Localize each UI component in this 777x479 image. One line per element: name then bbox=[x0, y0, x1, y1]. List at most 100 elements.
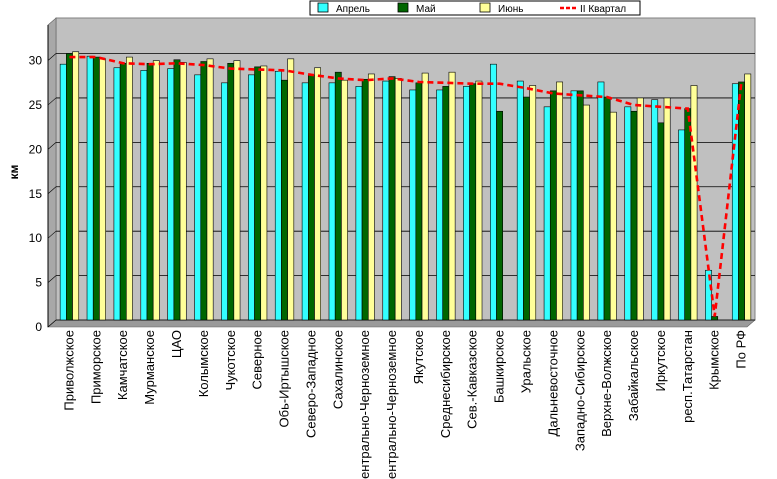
bar bbox=[496, 110, 503, 321]
x-tick-label: По РФ bbox=[734, 330, 749, 369]
bar bbox=[576, 90, 584, 321]
x-tick-label: Дальневосточное bbox=[545, 330, 560, 436]
x-tick-label: Мурманское bbox=[142, 330, 157, 405]
y-tick-label: 5 bbox=[35, 276, 42, 290]
legend-label: Июнь bbox=[498, 4, 523, 15]
bar bbox=[119, 62, 127, 321]
x-tick-label: Приволжское bbox=[61, 330, 76, 411]
bar bbox=[529, 85, 537, 321]
x-tick-label: Крымское bbox=[707, 330, 722, 390]
legend-box bbox=[309, 0, 641, 16]
x-tick-label: Центрально-Черноземное bbox=[357, 330, 372, 479]
bar bbox=[556, 81, 563, 321]
x-tick-label: Северное bbox=[250, 330, 265, 389]
bar bbox=[609, 111, 617, 321]
bar bbox=[361, 78, 369, 321]
bar bbox=[651, 99, 659, 321]
gridline-depth bbox=[47, 230, 57, 239]
gridline-depth bbox=[47, 97, 57, 106]
x-tick-label: Колымское bbox=[196, 330, 211, 397]
bar bbox=[173, 59, 181, 321]
x-tick-label: Камчатское bbox=[115, 330, 130, 400]
bar bbox=[475, 80, 483, 321]
bar bbox=[597, 81, 605, 321]
x-tick-label: Среднесибирское bbox=[438, 330, 453, 438]
bar bbox=[570, 90, 578, 321]
bar bbox=[99, 58, 106, 321]
bar bbox=[301, 82, 309, 321]
bar bbox=[489, 63, 497, 321]
gridline-depth bbox=[47, 142, 57, 150]
bar bbox=[463, 86, 470, 321]
bar bbox=[469, 83, 477, 321]
bar bbox=[436, 89, 444, 321]
bar bbox=[690, 85, 698, 321]
bar bbox=[341, 79, 348, 321]
bar bbox=[59, 63, 67, 321]
bar bbox=[523, 96, 530, 321]
y-tick-label: 25 bbox=[29, 98, 43, 112]
x-tick-label: Башкирское bbox=[492, 330, 507, 403]
x-tick-label: ЦАО bbox=[169, 330, 184, 358]
bar bbox=[248, 74, 255, 321]
bar bbox=[630, 110, 638, 321]
plot-side-wall bbox=[47, 17, 57, 328]
bar bbox=[328, 82, 336, 321]
bar bbox=[66, 53, 73, 321]
x-tick-label: Сев.-Кавказское bbox=[465, 330, 480, 429]
bar bbox=[516, 80, 524, 321]
bar bbox=[421, 72, 429, 321]
bar bbox=[684, 108, 692, 321]
bar bbox=[624, 106, 632, 321]
bar bbox=[227, 62, 235, 321]
y-tick-label: 30 bbox=[29, 54, 43, 68]
bar bbox=[549, 90, 557, 321]
bar bbox=[738, 81, 745, 321]
bar bbox=[636, 97, 644, 321]
bar bbox=[663, 97, 671, 321]
bar bbox=[200, 61, 208, 321]
line-series-kvartal bbox=[69, 55, 743, 317]
y-tick-label: 0 bbox=[35, 320, 42, 334]
bar bbox=[126, 56, 133, 321]
bar bbox=[409, 89, 417, 321]
x-tick-label: Северо-Западное bbox=[303, 330, 318, 438]
bar bbox=[152, 60, 160, 321]
bar bbox=[167, 68, 175, 321]
bar bbox=[388, 76, 396, 321]
gridline-depth bbox=[47, 53, 57, 61]
x-tick-label: Приморское bbox=[88, 330, 103, 404]
x-tick-label: Чукотское bbox=[223, 330, 238, 391]
x-tick-label: Центрально-Черноземное bbox=[384, 330, 399, 479]
bar bbox=[113, 67, 121, 321]
gridline-depth bbox=[47, 319, 57, 328]
legend-label: Май bbox=[416, 4, 436, 15]
y-tick-label: 15 bbox=[29, 187, 43, 201]
bar bbox=[442, 86, 450, 321]
bar bbox=[394, 78, 402, 321]
bar bbox=[179, 62, 187, 321]
plot-floor bbox=[47, 319, 756, 328]
bar bbox=[355, 86, 363, 321]
bar bbox=[146, 62, 154, 321]
bar bbox=[711, 316, 719, 321]
bar bbox=[72, 51, 80, 321]
legend-label: II Квартал bbox=[580, 4, 626, 15]
x-tick-label: Обь-Иртышское bbox=[277, 330, 292, 427]
bar bbox=[543, 106, 551, 321]
bar bbox=[657, 122, 665, 321]
bar bbox=[314, 67, 322, 321]
x-tick-label: Уральское bbox=[518, 330, 533, 393]
y-tick-label: 10 bbox=[29, 231, 43, 245]
bar bbox=[583, 104, 590, 321]
bar bbox=[308, 74, 315, 321]
bar bbox=[382, 80, 390, 321]
bar bbox=[448, 71, 456, 321]
bar bbox=[140, 70, 148, 321]
bar bbox=[194, 74, 202, 321]
x-tick-label: Сахалинское bbox=[330, 330, 345, 409]
bar bbox=[603, 96, 611, 321]
x-tick-label: Верхне-Волжское bbox=[599, 330, 614, 437]
x-tick-label: респ.Татарстан bbox=[680, 330, 695, 423]
